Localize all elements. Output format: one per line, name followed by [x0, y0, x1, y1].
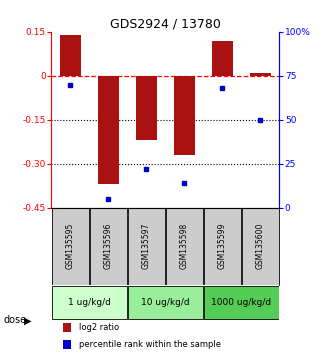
Text: 1000 ug/kg/d: 1000 ug/kg/d: [211, 298, 271, 307]
Text: 1 ug/kg/d: 1 ug/kg/d: [68, 298, 111, 307]
FancyBboxPatch shape: [52, 286, 126, 319]
Text: 10 ug/kg/d: 10 ug/kg/d: [141, 298, 190, 307]
FancyBboxPatch shape: [128, 208, 165, 285]
Text: dose: dose: [3, 315, 26, 325]
FancyBboxPatch shape: [204, 286, 279, 319]
Text: GSM135600: GSM135600: [256, 223, 265, 269]
Bar: [63, 340, 71, 349]
Bar: [60, 35, 81, 76]
Bar: [212, 41, 233, 76]
FancyBboxPatch shape: [52, 208, 89, 285]
Text: GSM135596: GSM135596: [104, 223, 113, 269]
Text: log2 ratio: log2 ratio: [79, 323, 119, 332]
Bar: [136, 76, 157, 140]
FancyBboxPatch shape: [166, 208, 203, 285]
Bar: [174, 76, 195, 155]
Text: GSM135597: GSM135597: [142, 223, 151, 269]
FancyBboxPatch shape: [242, 208, 279, 285]
Text: GSM135598: GSM135598: [180, 223, 189, 269]
Text: ▶: ▶: [24, 315, 31, 325]
FancyBboxPatch shape: [128, 286, 203, 319]
Text: percentile rank within the sample: percentile rank within the sample: [79, 340, 221, 349]
Bar: [250, 73, 271, 76]
FancyBboxPatch shape: [90, 208, 126, 285]
FancyBboxPatch shape: [204, 208, 240, 285]
Title: GDS2924 / 13780: GDS2924 / 13780: [110, 18, 221, 31]
Text: GSM135595: GSM135595: [66, 223, 75, 269]
Text: GSM135599: GSM135599: [218, 223, 227, 269]
Bar: [98, 76, 119, 184]
Bar: [63, 323, 71, 332]
